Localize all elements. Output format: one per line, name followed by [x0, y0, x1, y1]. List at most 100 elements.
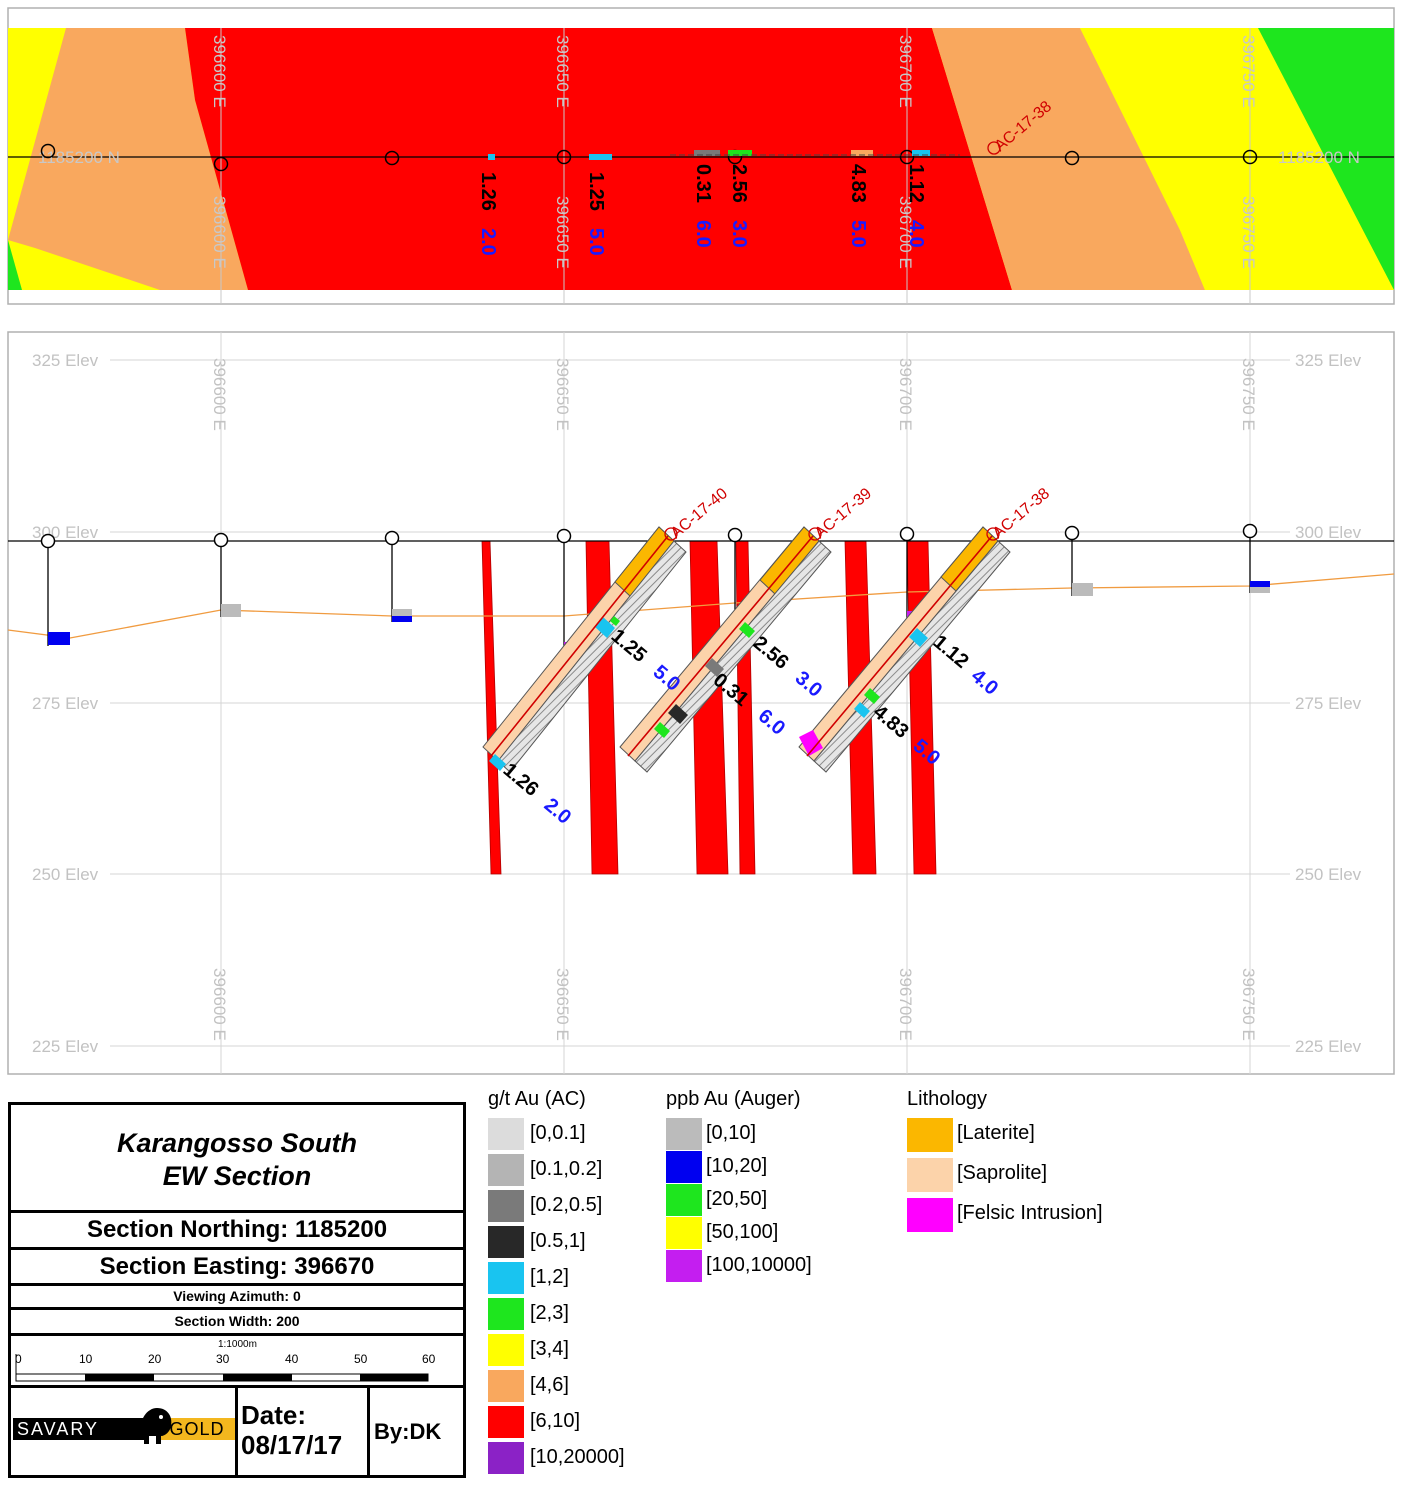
- section-easting-label-top: 396650 E: [553, 358, 572, 431]
- scale-tick-label: 20: [148, 1352, 162, 1366]
- elev-label-right: 275 Elev: [1295, 694, 1362, 713]
- plan-collar-marker: [384, 150, 400, 166]
- saprolite-boundary: [7, 573, 1395, 639]
- legend-item: [0.2,0.5]: [488, 1190, 602, 1226]
- section-easting-label-bottom: 396600 E: [210, 968, 229, 1041]
- plan-collar-marker: [1242, 149, 1258, 165]
- section-easting: Section Easting: 396670: [11, 1250, 463, 1286]
- legend-label: [4,6]: [530, 1374, 569, 1396]
- plan-assay-width: 3.0: [728, 220, 750, 248]
- plan-easting-label-bottom: 396600 E: [210, 196, 229, 269]
- legend-label: [10,20]: [706, 1155, 768, 1177]
- plan-collar-marker: [1064, 150, 1080, 166]
- scale-tick-label: 60: [422, 1352, 436, 1366]
- elev-label-left: 325 Elev: [32, 351, 99, 370]
- section-easting-label-bottom: 396750 E: [1239, 968, 1258, 1041]
- legend-label: [0,0.1]: [530, 1122, 586, 1144]
- legend-label: [100,10000]: [706, 1254, 812, 1276]
- elev-label-left: 250 Elev: [32, 865, 99, 884]
- legend-swatch: [666, 1184, 702, 1216]
- plan-assay-width: 2.0: [477, 228, 499, 256]
- ac-hole-17-38: [798, 526, 1011, 773]
- legend-item: [50,100]: [666, 1217, 801, 1250]
- legend-label: [Saprolite]: [957, 1162, 1048, 1184]
- legend-label: [6,10]: [530, 1410, 581, 1432]
- legend-item: [10,20]: [666, 1151, 801, 1184]
- legend-item: [1,2]: [488, 1262, 586, 1298]
- plan-easting-label-top: 396650 E: [553, 35, 572, 108]
- plan-assay-grade: 0.31: [692, 164, 714, 203]
- date-label: Date:: [241, 1400, 307, 1430]
- scale-label: 1:1000m: [218, 1339, 257, 1350]
- legend-swatch: [907, 1158, 953, 1192]
- legend-auger-gold: ppb Au (Auger) [0,10] [10,20] [20,50] [5…: [666, 1088, 812, 1283]
- legend-swatch: [488, 1298, 524, 1330]
- scale-bar: 1:1000m 0 10 20 30 40 50 60: [11, 1336, 463, 1388]
- legend-item: [20,50]: [666, 1184, 801, 1217]
- legend-label: [1,2]: [530, 1266, 569, 1288]
- legend-lith-title: Lithology: [907, 1088, 988, 1110]
- plan-view: 396600 E 396650 E 396700 E 396750 E 3966…: [0, 0, 1405, 320]
- legend-swatch: [666, 1217, 702, 1249]
- legend-item: [100,10000]: [666, 1250, 812, 1283]
- plan-assay-grade: 1.25: [585, 172, 607, 211]
- legend-item: [2,3]: [488, 1298, 586, 1334]
- legend-swatch: [488, 1370, 524, 1402]
- date-block: Date: 08/17/17: [238, 1388, 370, 1475]
- section-width: Section Width: 200: [11, 1310, 463, 1336]
- scale-tick-label: 10: [79, 1352, 93, 1366]
- section-diagram: 325 Elev 300 Elev 275 Elev 250 Elev 225 …: [7, 331, 1395, 1075]
- legend-label: [50,100]: [706, 1221, 779, 1243]
- plan-assay-width: 4.0: [905, 220, 927, 248]
- plan-collar-marker: [213, 156, 229, 172]
- ac-hole-17-39: [619, 526, 832, 773]
- legend-item: [0,0.1]: [488, 1118, 586, 1154]
- plan-easting-label-top: 396700 E: [896, 35, 915, 108]
- section-easting-label-bottom: 396700 E: [896, 968, 915, 1041]
- legend-label: [10,20000]: [530, 1446, 625, 1468]
- legend-swatch: [488, 1334, 524, 1366]
- legend-swatch: [907, 1198, 953, 1232]
- legend-swatch: [488, 1226, 524, 1258]
- legend-label: [0.2,0.5]: [530, 1194, 603, 1216]
- legend-swatch: [488, 1262, 524, 1294]
- elev-label-left: 275 Elev: [32, 694, 99, 713]
- legend-label: [0,10]: [706, 1122, 757, 1144]
- legend-ac-gold: g/t Au (AC) [0,0.1] [0.1,0.2] [0.2,0.5] …: [488, 1088, 625, 1478]
- scale-tick-label: 0: [15, 1352, 22, 1366]
- elephant-icon: [140, 1408, 172, 1444]
- legend-item: [0.5,1]: [488, 1226, 586, 1262]
- legend-swatch: [488, 1118, 524, 1150]
- legend-item: [Felsic Intrusion]: [907, 1198, 1103, 1238]
- scale-tick-label: 50: [354, 1352, 368, 1366]
- legend-swatch: [666, 1118, 702, 1150]
- plan-northing-label: 1185200 N: [1278, 148, 1360, 167]
- plan-assay-width: 5.0: [847, 220, 869, 248]
- scale-tick-label: 30: [216, 1352, 230, 1366]
- title-line-2: EW Section: [162, 1161, 312, 1191]
- section-easting-label-top: 396700 E: [896, 358, 915, 431]
- title-line-1: Karangosso South: [116, 1128, 358, 1158]
- legend-label: [0.1,0.2]: [530, 1158, 603, 1180]
- legend-swatch: [907, 1118, 953, 1152]
- plan-collar-marker: [556, 149, 572, 165]
- legend-label: [Felsic Intrusion]: [957, 1202, 1103, 1224]
- title-block: Karangosso South EW Section Section Nort…: [8, 1102, 466, 1478]
- elev-label-right: 300 Elev: [1295, 523, 1362, 542]
- section-title: Karangosso South EW Section: [11, 1105, 463, 1213]
- plan-easting-label-top: 396750 E: [1239, 35, 1258, 108]
- plan-easting-label-bottom: 396650 E: [553, 196, 572, 269]
- legend-item: [4,6]: [488, 1370, 586, 1406]
- viewing-azimuth: Viewing Azimuth: 0: [11, 1286, 463, 1310]
- plan-zone-yellow-right: [1080, 28, 1394, 290]
- legend-label: [2,3]: [530, 1302, 569, 1324]
- legend-item: [3,4]: [488, 1334, 586, 1370]
- legend-auger-title: ppb Au (Auger): [666, 1088, 801, 1110]
- plan-assay-grade: 2.56: [728, 164, 750, 203]
- ac-hole-17-40: [482, 526, 687, 773]
- plan-assay-grade: 1.12: [905, 164, 927, 203]
- section-easting-label-top: 396750 E: [1239, 358, 1258, 431]
- legend-swatch: [666, 1250, 702, 1282]
- legend-label: [20,50]: [706, 1188, 768, 1210]
- plan-assay-grade: 4.83: [847, 164, 869, 203]
